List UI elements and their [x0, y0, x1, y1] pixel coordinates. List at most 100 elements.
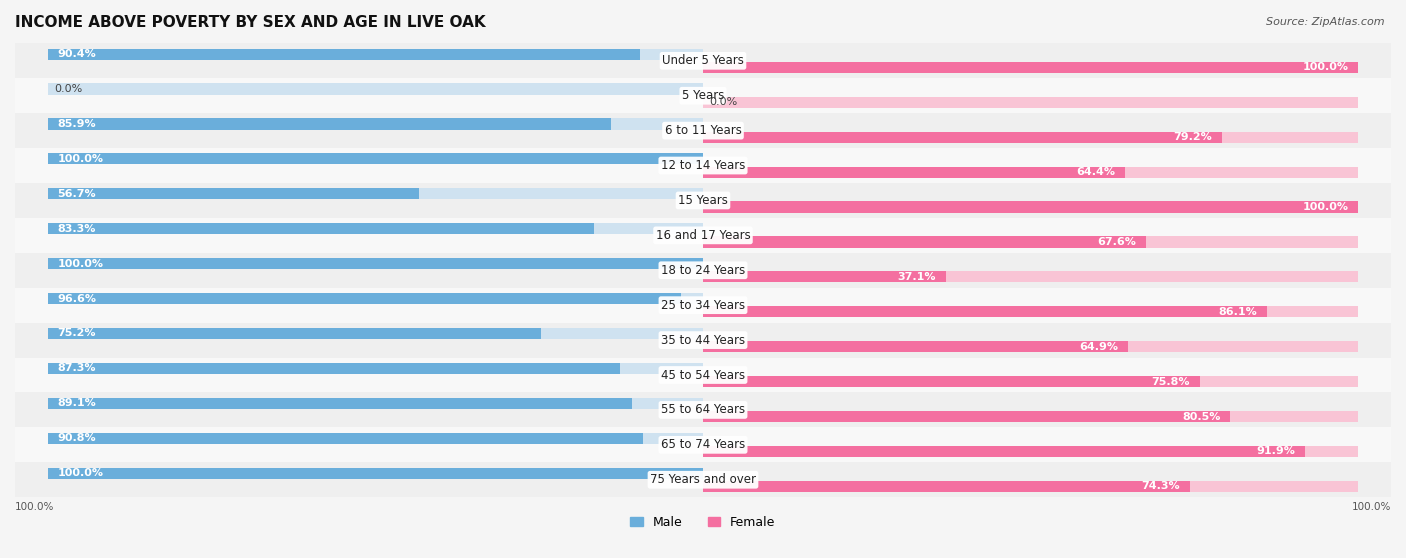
Text: INCOME ABOVE POVERTY BY SEX AND AGE IN LIVE OAK: INCOME ABOVE POVERTY BY SEX AND AGE IN L…: [15, 15, 485, 30]
Text: 0.0%: 0.0%: [710, 97, 738, 107]
Bar: [703, 481, 1189, 492]
Bar: [703, 306, 1358, 318]
Text: 45 to 54 Years: 45 to 54 Years: [661, 368, 745, 382]
Text: 100.0%: 100.0%: [15, 502, 55, 512]
Bar: [48, 328, 540, 339]
Bar: [48, 118, 703, 129]
Text: 25 to 34 Years: 25 to 34 Years: [661, 299, 745, 312]
Bar: [703, 271, 946, 282]
Bar: [703, 411, 1230, 422]
Text: 85.9%: 85.9%: [58, 119, 96, 129]
Bar: [15, 183, 1391, 218]
Bar: [15, 44, 1391, 78]
Text: 75.2%: 75.2%: [58, 329, 96, 339]
Bar: [703, 271, 1358, 282]
Text: 64.9%: 64.9%: [1080, 341, 1118, 352]
Text: 100.0%: 100.0%: [58, 259, 104, 268]
Text: 90.4%: 90.4%: [58, 49, 97, 59]
Bar: [48, 258, 703, 269]
Bar: [48, 432, 643, 444]
Bar: [48, 188, 703, 199]
Text: 100.0%: 100.0%: [58, 154, 104, 164]
Bar: [703, 446, 1358, 457]
Bar: [703, 62, 1358, 73]
Bar: [48, 363, 703, 374]
Bar: [703, 237, 1358, 248]
Bar: [48, 188, 419, 199]
Bar: [703, 446, 1305, 457]
Bar: [48, 363, 620, 374]
Bar: [48, 258, 703, 269]
Bar: [703, 167, 1125, 178]
Text: 15 Years: 15 Years: [678, 194, 728, 207]
Text: 80.5%: 80.5%: [1182, 412, 1220, 421]
Text: 55 to 64 Years: 55 to 64 Years: [661, 403, 745, 416]
Bar: [703, 97, 1358, 108]
Bar: [48, 223, 593, 234]
Bar: [15, 358, 1391, 392]
Bar: [15, 392, 1391, 427]
Bar: [703, 341, 1128, 352]
Text: 79.2%: 79.2%: [1174, 132, 1212, 142]
Text: 18 to 24 Years: 18 to 24 Years: [661, 264, 745, 277]
Bar: [15, 78, 1391, 113]
Legend: Male, Female: Male, Female: [630, 516, 776, 528]
Bar: [48, 293, 681, 304]
Bar: [48, 84, 703, 95]
Bar: [48, 398, 631, 409]
Text: 100.0%: 100.0%: [58, 468, 104, 478]
Text: 83.3%: 83.3%: [58, 224, 96, 234]
Bar: [48, 468, 703, 479]
Bar: [703, 132, 1222, 143]
Bar: [15, 323, 1391, 358]
Text: 100.0%: 100.0%: [1302, 62, 1348, 73]
Text: 96.6%: 96.6%: [58, 294, 97, 304]
Bar: [48, 398, 703, 409]
Bar: [48, 49, 640, 60]
Text: 56.7%: 56.7%: [58, 189, 96, 199]
Bar: [15, 148, 1391, 183]
Text: 65 to 74 Years: 65 to 74 Years: [661, 439, 745, 451]
Text: 100.0%: 100.0%: [1351, 502, 1391, 512]
Text: 90.8%: 90.8%: [58, 433, 96, 443]
Text: 6 to 11 Years: 6 to 11 Years: [665, 124, 741, 137]
Bar: [15, 113, 1391, 148]
Bar: [703, 237, 1146, 248]
Text: 0.0%: 0.0%: [55, 84, 83, 94]
Bar: [703, 376, 1358, 387]
Bar: [48, 223, 703, 234]
Bar: [48, 293, 703, 304]
Bar: [48, 328, 703, 339]
Text: Under 5 Years: Under 5 Years: [662, 54, 744, 68]
Bar: [15, 218, 1391, 253]
Text: 91.9%: 91.9%: [1257, 446, 1295, 456]
Bar: [15, 253, 1391, 288]
Text: 37.1%: 37.1%: [898, 272, 936, 282]
Text: 87.3%: 87.3%: [58, 363, 96, 373]
Text: Source: ZipAtlas.com: Source: ZipAtlas.com: [1267, 17, 1385, 27]
Text: 100.0%: 100.0%: [1302, 202, 1348, 212]
Text: 16 and 17 Years: 16 and 17 Years: [655, 229, 751, 242]
Bar: [703, 201, 1358, 213]
Text: 75 Years and over: 75 Years and over: [650, 473, 756, 486]
Text: 35 to 44 Years: 35 to 44 Years: [661, 334, 745, 347]
Bar: [703, 167, 1358, 178]
Text: 12 to 14 Years: 12 to 14 Years: [661, 159, 745, 172]
Text: 89.1%: 89.1%: [58, 398, 97, 408]
Bar: [48, 118, 610, 129]
Bar: [703, 481, 1358, 492]
Bar: [15, 427, 1391, 462]
Bar: [48, 432, 703, 444]
Bar: [703, 341, 1358, 352]
Bar: [48, 153, 703, 165]
Bar: [703, 132, 1358, 143]
Text: 5 Years: 5 Years: [682, 89, 724, 102]
Text: 75.8%: 75.8%: [1152, 377, 1189, 387]
Text: 86.1%: 86.1%: [1219, 307, 1257, 317]
Bar: [703, 62, 1358, 73]
Bar: [15, 462, 1391, 497]
Text: 67.6%: 67.6%: [1097, 237, 1136, 247]
Bar: [15, 288, 1391, 323]
Bar: [703, 411, 1358, 422]
Bar: [703, 306, 1267, 318]
